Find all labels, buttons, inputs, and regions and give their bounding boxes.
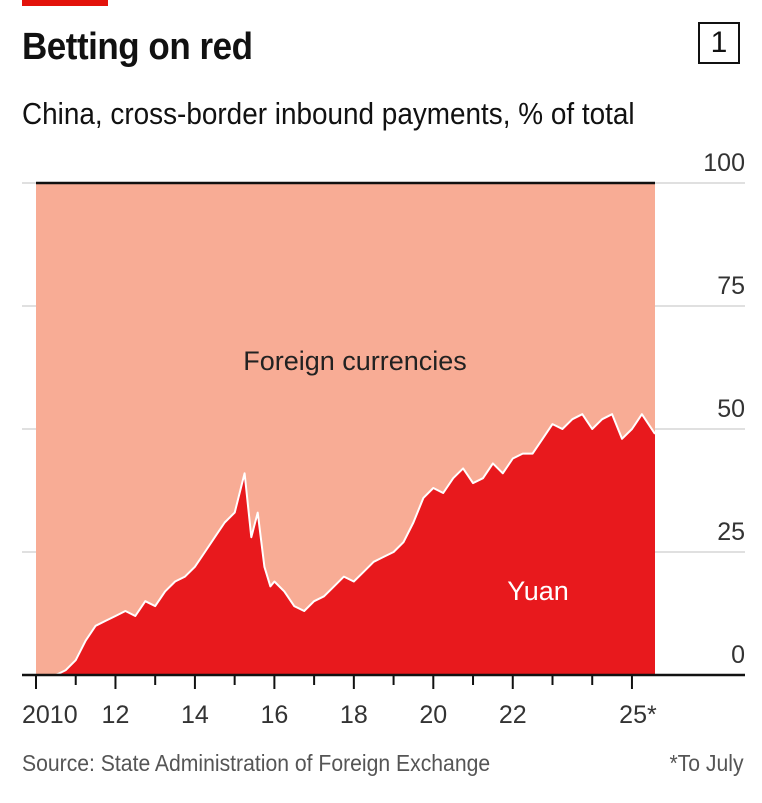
yuan-boundary-line bbox=[36, 413, 656, 676]
x-tick-label-2025: 25* bbox=[619, 701, 657, 729]
y-tick-label-75: 75 bbox=[717, 272, 745, 300]
x-tick-label-2022: 22 bbox=[499, 701, 527, 729]
x-tick-label-2010: 2010 bbox=[22, 701, 78, 729]
y-tick-label-100: 100 bbox=[703, 149, 745, 177]
x-tick-label-2014: 14 bbox=[181, 701, 209, 729]
y-tick-label-0: 0 bbox=[731, 641, 745, 669]
x-tick-label-2020: 20 bbox=[419, 701, 447, 729]
yuan-label: Yuan bbox=[507, 576, 569, 606]
chart-subtitle: China, cross-border inbound payments, % … bbox=[22, 96, 635, 131]
x-tick-label-2016: 16 bbox=[260, 701, 288, 729]
y-tick-label-25: 25 bbox=[717, 518, 745, 546]
x-tick-label-2018: 18 bbox=[340, 701, 368, 729]
footnote: *To July bbox=[669, 750, 744, 776]
x-tick-label-2012: 12 bbox=[102, 701, 130, 729]
area-layer bbox=[36, 183, 656, 676]
axes bbox=[22, 181, 745, 689]
y-tick-label-50: 50 bbox=[717, 395, 745, 423]
chart-number-badge: 1 bbox=[698, 22, 740, 64]
source-note: Source: State Administration of Foreign … bbox=[22, 750, 491, 776]
stacked-area-chart: 0 25 50 75 100 2010 12 14 16 18 20 22 25* Foreign cur… bbox=[22, 149, 745, 729]
chart-title: Betting on red bbox=[22, 26, 253, 68]
yuan-area bbox=[36, 414, 655, 675]
brand-bar bbox=[22, 0, 108, 6]
foreign-currencies-label: Foreign currencies bbox=[243, 346, 467, 376]
chart-labels: 0 25 50 75 100 2010 12 14 16 18 20 22 25* Foreign cur… bbox=[22, 149, 745, 729]
